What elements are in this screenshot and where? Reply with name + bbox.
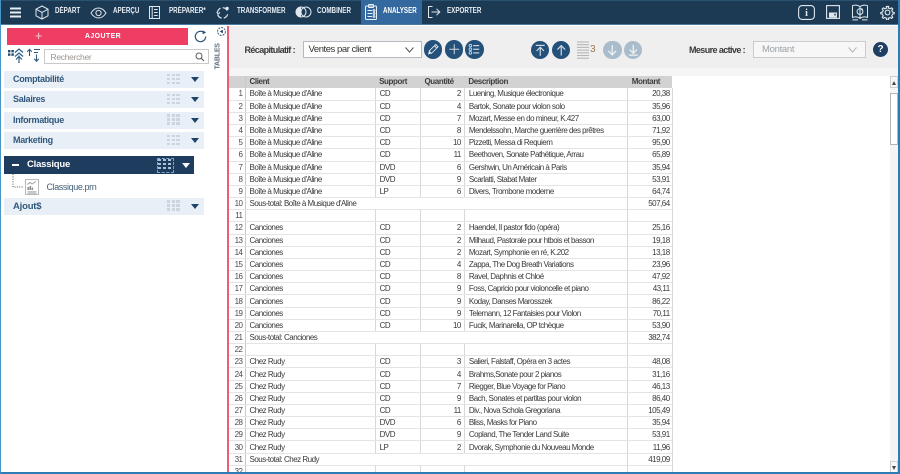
svg-text:i: i <box>805 8 808 19</box>
